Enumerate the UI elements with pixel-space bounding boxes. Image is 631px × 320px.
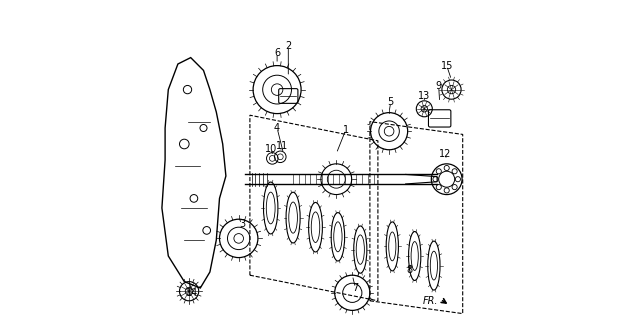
Text: 3: 3 <box>239 219 245 229</box>
Text: 4: 4 <box>274 123 280 133</box>
Text: 14: 14 <box>186 288 198 298</box>
Text: 12: 12 <box>439 148 451 159</box>
Text: 5: 5 <box>387 97 394 108</box>
Text: 9: 9 <box>435 81 442 92</box>
Text: 13: 13 <box>418 91 430 101</box>
Text: 8: 8 <box>407 265 413 276</box>
Text: 1: 1 <box>343 124 349 135</box>
Text: 10: 10 <box>264 144 277 154</box>
Text: 6: 6 <box>274 48 280 58</box>
Text: FR.: FR. <box>423 296 439 306</box>
Text: 11: 11 <box>276 140 288 151</box>
Text: 2: 2 <box>285 41 292 52</box>
Text: 7: 7 <box>352 283 358 293</box>
Text: 15: 15 <box>440 60 453 71</box>
